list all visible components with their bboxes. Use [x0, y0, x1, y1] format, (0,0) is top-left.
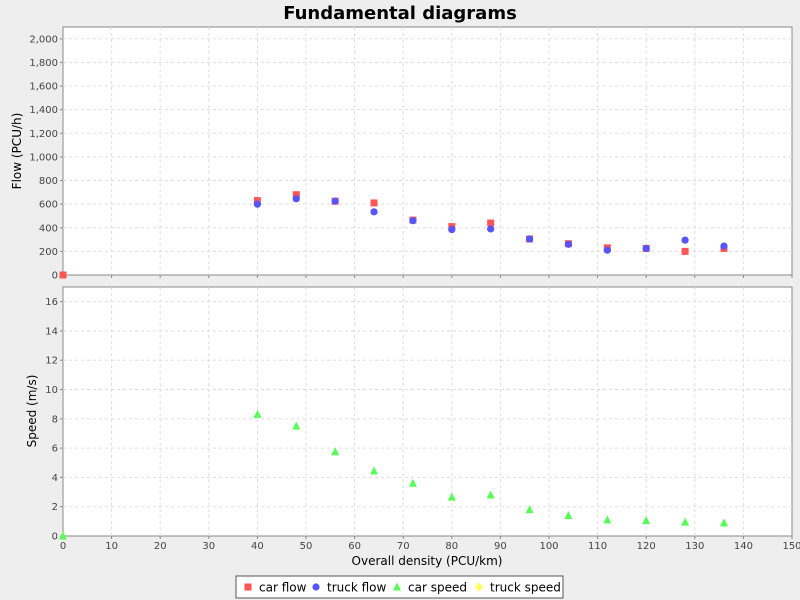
x-tick-label: 140: [734, 541, 753, 552]
car-speed-point: [603, 515, 612, 524]
truck-flow-legend-marker: [312, 583, 320, 591]
truck-speed-legend-marker: [475, 582, 483, 592]
car-flow-point: [681, 247, 689, 255]
x-tick-label: 40: [251, 541, 264, 552]
flow-y-tick-label: 1,200: [29, 129, 58, 140]
x-tick-label: 50: [300, 541, 313, 552]
speed-plot-area: [62, 286, 793, 537]
legend-box: [235, 575, 564, 599]
car-speed-point: [331, 447, 340, 456]
truck-flow-point: [370, 208, 378, 216]
flow-plot-area: [62, 26, 793, 276]
legend-item-car-flow: car flow: [244, 581, 307, 595]
car-speed-point: [59, 531, 67, 540]
truck-flow-point: [603, 246, 611, 254]
legend-label: car flow: [259, 581, 307, 595]
car-speed-point: [408, 478, 417, 487]
speed-y-tick-label: 0: [52, 532, 58, 543]
flow-markers: [59, 191, 728, 279]
x-tick-label: 110: [588, 541, 607, 552]
speed-y-tick-label: 14: [45, 326, 58, 337]
speed-y-tick-label: 6: [52, 444, 58, 455]
truck-flow-point: [331, 197, 339, 205]
speed-y-tick-label: 2: [52, 502, 58, 513]
flow-y-tick-label: 200: [39, 247, 58, 258]
car-flow-point: [487, 219, 495, 227]
x-tick-label: 90: [494, 541, 507, 552]
flow-y-tick-label: 600: [39, 200, 58, 211]
car-speed-point: [681, 517, 690, 526]
legend-item-truck-flow: truck flow: [312, 581, 387, 595]
legend-label: truck speed: [490, 581, 561, 595]
x-tick-label: 80: [445, 541, 458, 552]
speed-y-tick-label: 8: [52, 414, 58, 425]
car-speed-point: [370, 466, 379, 475]
speed-y-tick-label: 4: [52, 473, 58, 484]
car-flow-point: [59, 271, 67, 279]
car-speed-point: [564, 510, 573, 519]
flow-y-tick-label: 800: [39, 176, 58, 187]
flow-panel: 0 200 400 600 800 1,000 1,200 1,400 1,600 1,800 2,…: [10, 26, 793, 282]
truck-flow-point: [681, 236, 689, 244]
car-speed-point: [486, 490, 495, 499]
legend-item-truck-speed: truck speed: [475, 581, 561, 595]
speed-y-tick-label: 10: [45, 385, 58, 396]
flow-y-tick-label: 0: [52, 271, 58, 282]
truck-flow-point: [292, 195, 300, 203]
truck-flow-point: [487, 225, 495, 233]
flow-y-tick-label: 2,000: [29, 34, 58, 45]
x-tick-label: 0: [60, 541, 66, 552]
car-flow-legend-marker: [244, 583, 252, 591]
truck-flow-point: [253, 200, 261, 208]
x-tick-label: 20: [154, 541, 167, 552]
x-tick-label: 10: [105, 541, 118, 552]
chart-title: Fundamental diagrams: [283, 3, 517, 24]
car-speed-point: [642, 516, 651, 525]
x-tick-label: 100: [539, 541, 558, 552]
car-flow-point: [292, 191, 300, 199]
car-flow-point: [370, 199, 378, 207]
legend-item-car-speed: car speed: [393, 581, 467, 595]
flow-y-tick-label: 1,800: [29, 58, 58, 69]
truck-flow-point: [448, 225, 456, 234]
flow-y-ticks: 0 200 400 600 800 1,000 1,200 1,400 1,600 1,800 2,…: [29, 34, 58, 281]
x-tick-label: 30: [202, 541, 215, 552]
truck-flow-point: [525, 235, 534, 243]
truck-flow-point: [564, 240, 573, 248]
speed-markers: [59, 409, 728, 540]
x-axis-label: Overall density (PCU/km): [352, 554, 503, 568]
truck-flow-point: [720, 242, 728, 250]
truck-flow-point: [409, 217, 417, 225]
legend-label: car speed: [408, 581, 467, 595]
car-speed-point: [719, 518, 728, 527]
car-speed-point: [447, 492, 456, 501]
car-speed-point: [253, 409, 262, 418]
flow-y-tick-label: 1,600: [29, 82, 58, 93]
speed-y-ticks: 0 2 4 6 8 10 12 14 16: [45, 297, 58, 542]
flow-y-tick-label: 1,000: [29, 152, 58, 163]
x-tick-label: 70: [397, 541, 410, 552]
truck-flow-point: [642, 244, 650, 253]
car-speed-point: [525, 505, 534, 514]
flow-y-axis-label: Flow (PCU/h): [10, 113, 24, 190]
car-speed-point: [292, 421, 301, 430]
x-axis-ticks: 0 10 20 30 40 50 60 70 80 90 100 110 120 130 140 150: [60, 541, 800, 552]
speed-y-tick-label: 16: [45, 297, 58, 308]
x-tick-label: 60: [348, 541, 361, 552]
x-tick-label: 120: [637, 541, 656, 552]
x-tick-label: 130: [685, 541, 704, 552]
legend-label: truck flow: [327, 581, 387, 595]
x-tick-label: 150: [782, 541, 800, 552]
speed-y-axis-label: Speed (m/s): [25, 375, 39, 448]
legend: car flow truck flow car speed truck speed: [235, 575, 564, 599]
speed-y-tick-label: 12: [45, 356, 58, 367]
car-speed-legend-marker: [393, 582, 401, 591]
flow-y-tick-label: 400: [39, 223, 58, 234]
speed-panel: 0 2 4 6 8 10 12 14 16 Speed (m/s): [25, 286, 793, 543]
flow-y-tick-label: 1,400: [29, 105, 58, 116]
flow-gridlines: [60, 27, 793, 278]
speed-gridlines: [60, 287, 793, 539]
